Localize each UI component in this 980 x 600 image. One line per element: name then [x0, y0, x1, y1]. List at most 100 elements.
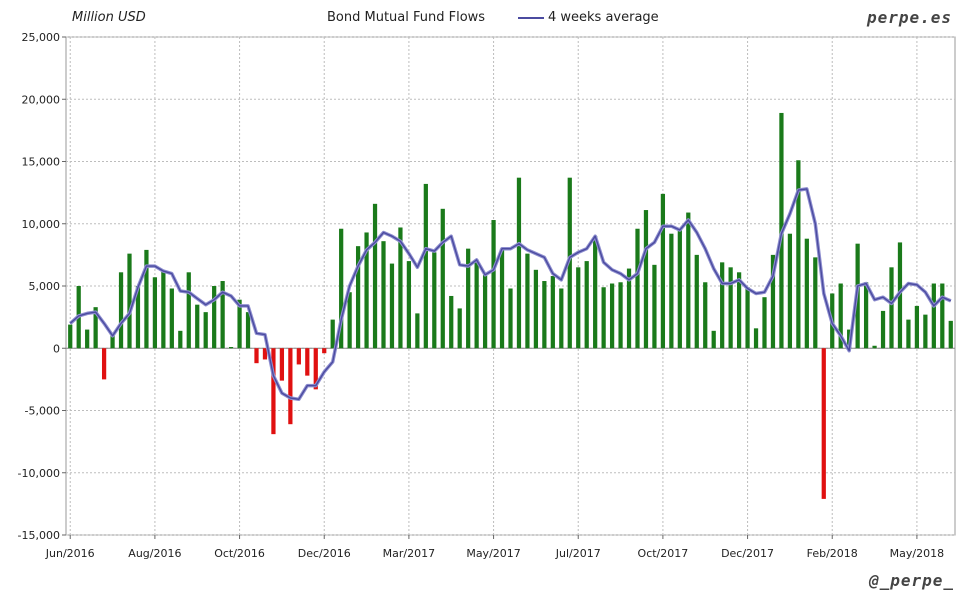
y-tick-label: -5,000 — [25, 405, 60, 418]
flow-bar — [652, 264, 657, 349]
flow-bar — [660, 193, 666, 349]
flow-bar — [220, 281, 225, 349]
y-tick-label: 10,000 — [22, 218, 61, 231]
flow-bar — [601, 287, 606, 349]
flow-bar — [686, 212, 691, 349]
x-tick-label: Dec/2016 — [298, 547, 351, 560]
flow-bar — [838, 283, 843, 349]
flow-bar — [135, 286, 141, 349]
flow-bar — [559, 288, 564, 349]
flow-bar — [863, 282, 869, 349]
flow-bar — [288, 348, 293, 425]
y-tick-label: 15,000 — [22, 156, 61, 169]
x-tick-label: Feb/2018 — [807, 547, 858, 560]
flow-bar — [296, 348, 301, 365]
flow-bar — [432, 252, 437, 349]
flow-bar — [720, 262, 725, 349]
brand-label: perpe.es — [866, 8, 952, 27]
flow-bar — [482, 274, 488, 349]
x-tick-label: Jul/2017 — [555, 547, 601, 560]
legend-line-swatch — [518, 16, 544, 19]
y-tick-label: 25,000 — [22, 31, 61, 44]
y-tick-label: 0 — [53, 342, 60, 355]
legend: 4 weeks average — [518, 10, 659, 25]
x-tick-label: Dec/2017 — [721, 547, 774, 560]
x-tick-label: Oct/2016 — [214, 547, 265, 560]
x-tick-label: Mar/2017 — [383, 547, 435, 560]
average-line — [69, 188, 952, 400]
x-tick-label: Jun/2016 — [45, 547, 95, 560]
flow-bar — [169, 288, 174, 349]
flow-bar — [940, 283, 945, 349]
handle-label: @_perpe_ — [868, 571, 954, 590]
flow-bar — [101, 348, 107, 380]
flow-bar — [669, 233, 674, 349]
flow-bar — [457, 308, 462, 349]
flow-bar — [533, 269, 539, 349]
flow-bar — [144, 249, 149, 349]
flow-bar — [85, 329, 90, 349]
x-tick-label: Aug/2016 — [128, 547, 181, 560]
flow-bar — [762, 297, 767, 349]
flow-bar — [609, 283, 615, 349]
flow-bar — [703, 282, 708, 349]
flow-bar — [491, 220, 496, 349]
flow-bar — [635, 228, 640, 349]
flow-bar — [398, 227, 403, 349]
flow-bar — [525, 253, 530, 349]
flow-bar — [271, 348, 276, 435]
flow-bar — [406, 261, 412, 349]
flow-bar — [110, 333, 115, 349]
flow-bar — [178, 330, 183, 349]
y-tick-label: 5,000 — [29, 280, 61, 293]
flow-bar — [347, 292, 352, 349]
flow-bar — [516, 177, 522, 349]
flow-bar — [440, 208, 445, 349]
flow-bar — [889, 267, 894, 349]
flow-bar — [186, 272, 191, 349]
flow-bar — [694, 254, 699, 349]
flow-bar — [372, 203, 378, 349]
flow-bar — [118, 272, 124, 349]
flow-bar — [677, 229, 682, 349]
flow-bar — [127, 253, 132, 349]
flow-bar — [728, 267, 733, 349]
x-tick-label: Oct/2017 — [638, 547, 689, 560]
flow-bar — [897, 242, 903, 349]
flow-bar — [499, 248, 505, 349]
flow-bar — [821, 348, 826, 499]
flow-bar — [449, 295, 454, 349]
x-tick-label: May/2018 — [890, 547, 944, 560]
flow-bar — [753, 328, 759, 349]
flow-bar — [161, 271, 166, 349]
flow-bar — [576, 267, 581, 349]
flow-bar — [279, 348, 285, 381]
flow-bar — [745, 287, 750, 349]
flow-bar — [880, 310, 886, 349]
flow-bar — [415, 313, 420, 349]
flow-bar — [474, 259, 479, 349]
flow-bar — [796, 160, 801, 349]
y-tick-label: 20,000 — [22, 93, 61, 106]
flow-bar — [626, 268, 632, 349]
legend-label-average: 4 weeks average — [548, 10, 659, 25]
flow-bar — [254, 348, 259, 364]
flow-bar — [872, 345, 877, 349]
flow-bar — [389, 263, 395, 349]
flow-bar — [68, 324, 73, 349]
flow-bar — [923, 314, 928, 349]
flow-bar — [948, 320, 953, 349]
flow-bar — [355, 246, 361, 349]
x-tick-label: May/2017 — [466, 547, 520, 560]
flow-bar — [593, 236, 598, 349]
flow-bar — [262, 348, 268, 360]
flow-bar — [813, 257, 818, 349]
flow-bar — [228, 347, 234, 349]
flow-bar — [567, 177, 572, 349]
y-tick-label: -15,000 — [18, 529, 60, 542]
flow-bar — [339, 228, 344, 349]
flow-bar — [542, 281, 547, 349]
y-tick-label: -10,000 — [18, 467, 60, 480]
flow-bar — [584, 261, 589, 349]
